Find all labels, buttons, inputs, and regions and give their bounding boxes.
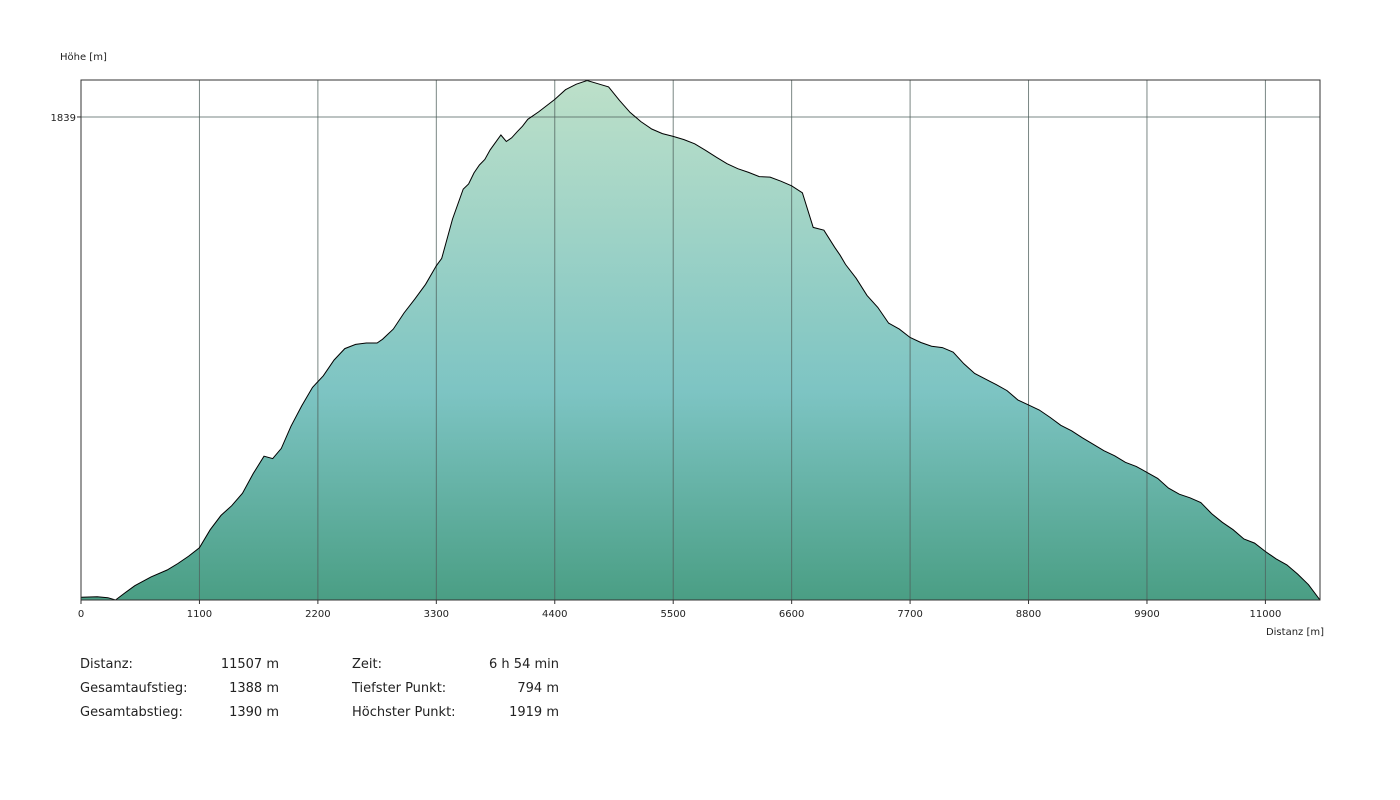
y-tick-label: 1839 bbox=[51, 113, 76, 124]
highest-point-label: Höchster Punkt: bbox=[352, 705, 456, 720]
x-tick-label: 3300 bbox=[424, 609, 449, 620]
highest-point-value: 1919 m bbox=[509, 705, 559, 720]
distance-value: 11507 m bbox=[220, 657, 279, 672]
time-label: Zeit: bbox=[352, 657, 382, 672]
x-tick-label: 2200 bbox=[305, 609, 330, 620]
elevation-chart: 0 1100 2200 3300 4400 5500 6600 7700 8800 9900 110… bbox=[51, 52, 1325, 638]
x-tick-label: 0 bbox=[78, 609, 84, 620]
descent-value: 1390 m bbox=[229, 705, 279, 720]
elevation-line bbox=[80, 79, 1321, 601]
elevation-area bbox=[81, 80, 1320, 600]
x-tick-label: 9900 bbox=[1134, 609, 1159, 620]
x-tick-label: 4400 bbox=[542, 609, 567, 620]
time-value: 6 h 54 min bbox=[489, 657, 559, 672]
x-tick-label: 1100 bbox=[187, 609, 212, 620]
ascent-value: 1388 m bbox=[229, 681, 279, 696]
distance-label: Distanz: bbox=[80, 657, 133, 672]
x-tick-label: 8800 bbox=[1016, 609, 1041, 620]
descent-label: Gesamtabstieg: bbox=[80, 705, 183, 720]
x-tick-label: 5500 bbox=[660, 609, 685, 620]
lowest-point-value: 794 m bbox=[517, 681, 559, 696]
x-tick-label: 6600 bbox=[779, 609, 804, 620]
x-axis-label: Distanz [m] bbox=[1266, 627, 1324, 638]
y-axis-label: Höhe [m] bbox=[60, 52, 107, 63]
x-tick-label: 7700 bbox=[897, 609, 922, 620]
plot-frame bbox=[80, 79, 1321, 601]
lowest-point-label: Tiefster Punkt: bbox=[352, 681, 447, 696]
x-tick-label: 11000 bbox=[1250, 609, 1282, 620]
ascent-label: Gesamtaufstieg: bbox=[80, 681, 188, 696]
